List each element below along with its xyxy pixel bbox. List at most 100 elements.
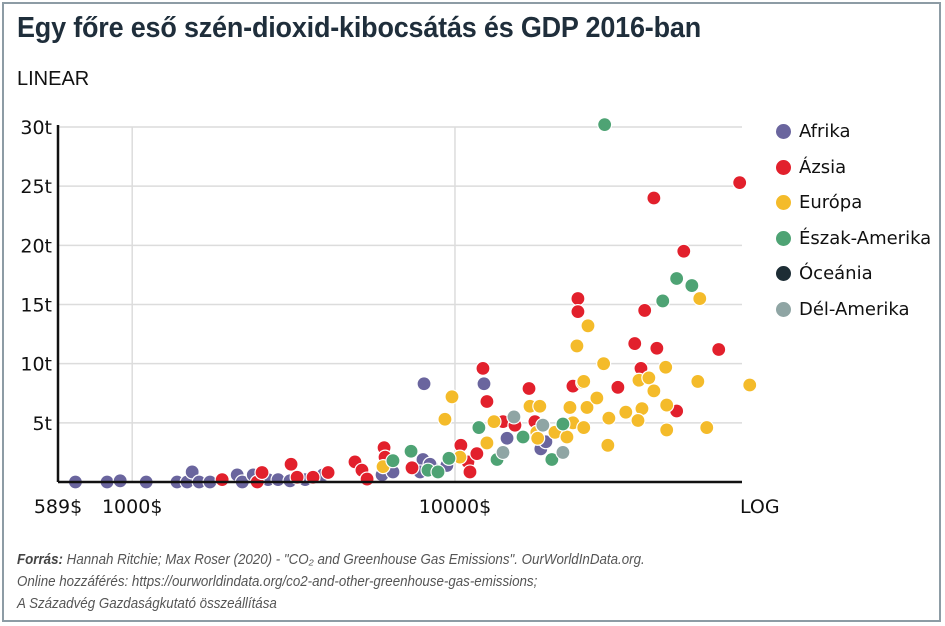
legend-label: Óceánia — [799, 263, 873, 285]
data-point-ázsia — [676, 243, 692, 259]
data-point-afrika — [499, 430, 515, 446]
data-point-ázsia — [570, 290, 586, 307]
legend-item: Észak-Amerika — [776, 221, 931, 257]
data-points — [67, 117, 758, 490]
data-point-észak-amerika — [430, 464, 446, 480]
data-point-észak-amerika — [471, 419, 487, 436]
data-point-ázsia — [479, 393, 495, 410]
data-point-ázsia — [462, 464, 478, 480]
data-point-európa — [658, 359, 674, 375]
data-point-európa — [630, 412, 646, 429]
data-point-európa — [530, 430, 546, 446]
x-tick-label: 10000$ — [419, 496, 492, 518]
legend: Afrika Ázsia Európa Észak-Amerika Óceánia Dél… — [776, 114, 931, 327]
tick-labels: 5t 10t 15t 20t 25t 30t 589$ 1000$ 10000$ — [20, 117, 491, 518]
data-point-dél-amerika — [495, 444, 511, 461]
data-point-európa — [532, 398, 548, 414]
source-line-3: A Századvég Gazdaságkutató összeállítása — [17, 596, 277, 612]
data-point-európa — [699, 419, 715, 436]
legend-label: Európa — [799, 192, 863, 214]
legend-item: Afrika — [776, 114, 931, 150]
grid — [58, 126, 742, 482]
data-point-észak-amerika — [544, 451, 560, 468]
y-scale-label: LINEAR — [17, 68, 90, 90]
source-label: Forrás: — [17, 552, 63, 568]
data-point-ázsia — [610, 379, 626, 395]
data-point-európa — [618, 404, 634, 420]
data-point-ázsia — [254, 464, 270, 481]
data-point-európa — [579, 399, 595, 416]
data-point-európa — [646, 383, 662, 399]
data-point-európa — [742, 377, 758, 393]
legend-dot-icon — [776, 230, 791, 246]
legend-item: Ázsia — [776, 150, 931, 186]
legend-dot-icon — [776, 195, 791, 211]
data-point-észak-amerika — [669, 270, 685, 287]
data-point-európa — [659, 422, 675, 438]
data-point-észak-amerika — [515, 429, 531, 445]
data-point-észak-amerika — [403, 443, 419, 459]
data-point-európa — [580, 318, 596, 334]
data-point-európa — [562, 399, 578, 416]
data-point-európa — [569, 338, 585, 354]
legend-dot-icon — [776, 266, 791, 282]
data-point-ázsia — [475, 360, 491, 376]
data-point-ázsia — [732, 175, 748, 191]
data-point-európa — [486, 414, 502, 430]
data-point-ázsia — [711, 341, 727, 358]
data-point-európa — [576, 419, 592, 436]
data-point-ázsia — [214, 472, 230, 488]
legend-label: Afrika — [799, 121, 851, 143]
data-point-európa — [444, 389, 460, 405]
data-point-észak-amerika — [655, 293, 671, 309]
y-tick-label: 5t — [32, 413, 52, 435]
legend-dot-icon — [776, 301, 791, 317]
legend-dot-icon — [776, 124, 791, 140]
data-point-ázsia — [283, 456, 299, 472]
x-tick-label: 1000$ — [102, 496, 162, 518]
data-point-ázsia — [570, 304, 586, 320]
data-point-európa — [600, 437, 616, 453]
data-point-észak-amerika — [684, 277, 700, 294]
data-point-észak-amerika — [385, 453, 401, 469]
data-point-afrika — [416, 376, 432, 392]
source-line-2: Online hozzáférés: https://ourworldindat… — [17, 574, 538, 590]
data-point-ázsia — [469, 446, 485, 462]
legend-item: Óceánia — [776, 256, 931, 292]
data-point-ázsia — [649, 340, 665, 356]
legend-label: Észak-Amerika — [799, 227, 932, 249]
y-tick-label: 10t — [20, 354, 52, 376]
legend-dot-icon — [776, 159, 791, 175]
x-tick-label: 589$ — [34, 496, 82, 518]
data-point-észak-amerika — [597, 117, 613, 133]
x-scale-label: LOG — [740, 496, 780, 518]
data-point-európa — [601, 410, 617, 426]
y-tick-label: 30t — [20, 117, 52, 139]
data-point-európa — [479, 435, 495, 451]
data-point-ázsia — [627, 335, 643, 352]
data-point-dél-amerika — [506, 409, 522, 425]
y-tick-label: 25t — [20, 176, 52, 198]
data-point-ázsia — [404, 460, 420, 476]
y-tick-label: 15t — [20, 295, 52, 317]
data-point-európa — [692, 290, 708, 307]
data-point-ázsia — [637, 302, 653, 319]
data-point-ázsia — [359, 471, 375, 487]
data-point-európa — [690, 373, 706, 390]
legend-label: Ázsia — [799, 156, 847, 178]
data-point-afrika — [476, 376, 492, 392]
data-point-észak-amerika — [441, 450, 457, 466]
legend-item: Európa — [776, 185, 931, 221]
axes — [56, 125, 742, 484]
data-point-dél-amerika — [535, 417, 551, 433]
data-point-ázsia — [521, 380, 537, 397]
legend-item: Dél-Amerika — [776, 292, 931, 328]
data-point-európa — [437, 411, 453, 427]
data-point-európa — [576, 373, 592, 390]
data-point-dél-amerika — [555, 444, 571, 461]
data-point-ázsia — [320, 464, 336, 481]
y-tick-label: 20t — [20, 235, 52, 257]
chart-title: Egy főre eső szén-dioxid-kibocsátás és G… — [17, 12, 702, 44]
